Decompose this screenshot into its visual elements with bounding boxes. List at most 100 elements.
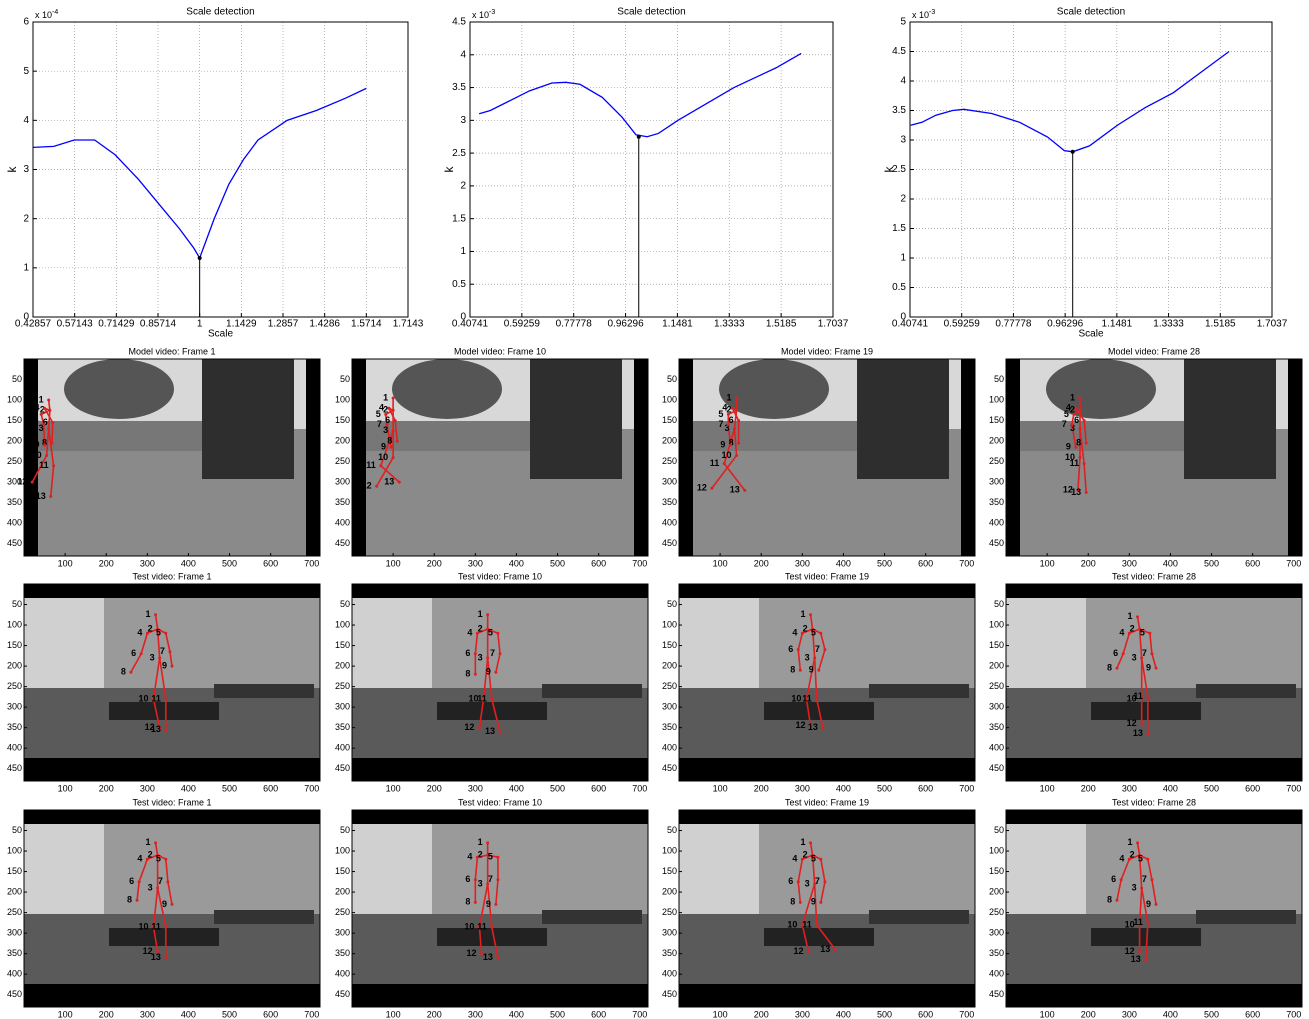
joint-label: 12: [466, 948, 476, 958]
x-tick-label: 600: [918, 1009, 933, 1019]
joint: [798, 668, 802, 672]
joint-label: 4: [722, 403, 727, 413]
joint: [385, 423, 389, 427]
y-tick-label: 50: [994, 599, 1004, 609]
x-tick-label: 200: [754, 1009, 769, 1019]
joint: [1121, 652, 1125, 656]
joint-label: 13: [483, 952, 493, 962]
y-tick-label: 350: [989, 722, 1004, 732]
limb: [40, 414, 45, 425]
joint-label: 11: [1133, 691, 1143, 701]
limb: [31, 455, 48, 483]
y-tick-label: 300: [7, 702, 22, 712]
x-tick-label: 100: [386, 1009, 401, 1019]
limb: [809, 842, 814, 856]
joint-label: 9: [811, 897, 816, 907]
joint-label: 7: [377, 419, 382, 429]
y-tick-label: 4: [900, 76, 906, 87]
limb: [490, 926, 499, 958]
limb: [477, 854, 488, 858]
limb: [169, 651, 173, 667]
joint-label: 3: [724, 423, 729, 433]
x-tick-label: 500: [1204, 558, 1219, 568]
y-tick-label: 200: [335, 886, 350, 896]
joint: [156, 627, 160, 631]
joint: [737, 441, 741, 445]
x-tick-label: 700: [959, 558, 974, 568]
x-tick-label: 500: [877, 558, 892, 568]
limb: [820, 859, 826, 882]
y-tick-label: 2: [460, 181, 466, 192]
joint: [1115, 898, 1119, 902]
y-tick-label: 50: [340, 825, 350, 835]
limb: [815, 698, 824, 728]
axes-box: [32, 21, 409, 318]
joint-label: 5: [1064, 409, 1069, 419]
x-tick-label: 300: [795, 558, 810, 568]
x-tick-label: 700: [632, 1009, 647, 1019]
limb: [138, 858, 149, 883]
joint-label: 4: [137, 854, 142, 864]
joint-label: 9: [486, 667, 491, 677]
limb: [140, 633, 149, 655]
panel-frame: [23, 809, 321, 1008]
y-tick-label: 250: [7, 456, 22, 466]
panel-title: Test video: Frame 10: [458, 571, 542, 581]
railing: [693, 421, 863, 451]
joint: [819, 631, 823, 635]
joint: [823, 648, 827, 652]
floor: [24, 688, 320, 758]
limb: [487, 628, 499, 634]
x-tick-label: 1.2857: [268, 319, 299, 330]
joint-label: 5: [1140, 628, 1145, 638]
limb: [156, 887, 167, 928]
limb: [723, 463, 746, 491]
y-tick-label: 200: [335, 660, 350, 670]
x-tick-label: 400: [1163, 558, 1178, 568]
treadmill: [1091, 928, 1201, 946]
joint-label: 6: [788, 876, 793, 886]
y-tick-label: 350: [662, 497, 677, 507]
joint: [722, 462, 726, 466]
limb: [478, 926, 483, 954]
joint: [1140, 697, 1144, 701]
joint: [1138, 853, 1142, 857]
y-tick-label: 350: [7, 722, 22, 732]
y-tick-label: 400: [989, 969, 1004, 979]
limb: [1070, 414, 1075, 425]
x-tick-label: 0.57143: [57, 319, 94, 330]
joint-label: 6: [465, 874, 470, 884]
floor: [1006, 688, 1302, 758]
y-tick-label: 150: [335, 640, 350, 650]
joint-label: 11: [802, 919, 812, 929]
limb: [394, 420, 399, 442]
treadmill: [214, 684, 314, 698]
joint: [1072, 412, 1076, 416]
joint: [813, 656, 817, 660]
joint: [168, 650, 172, 654]
limb: [801, 924, 810, 952]
minimum-point: [197, 256, 202, 260]
y-tick-label: 150: [989, 866, 1004, 876]
railing: [1020, 421, 1190, 451]
limb: [47, 428, 55, 466]
joint-label: 13: [36, 491, 46, 501]
joint: [1078, 427, 1082, 431]
y-tick-label: 450: [335, 538, 350, 548]
y-tick-label: 400: [662, 518, 677, 528]
joint: [473, 672, 477, 676]
joint-label: 6: [1074, 415, 1079, 425]
y-tick-label: 350: [7, 497, 22, 507]
joint: [496, 855, 500, 859]
axis-multiplier: x 10-4: [35, 9, 58, 21]
y-tick-label: 4.5: [892, 46, 906, 57]
x-tick-label: 700: [1286, 558, 1301, 568]
floor: [679, 688, 975, 758]
joint: [170, 664, 174, 668]
joint: [1146, 921, 1150, 925]
y-tick-label: 150: [7, 415, 22, 425]
treadmill: [542, 910, 642, 924]
joint-label: 1: [383, 392, 388, 402]
joint-label: 2: [383, 405, 388, 415]
joint-label: 9: [809, 665, 814, 675]
